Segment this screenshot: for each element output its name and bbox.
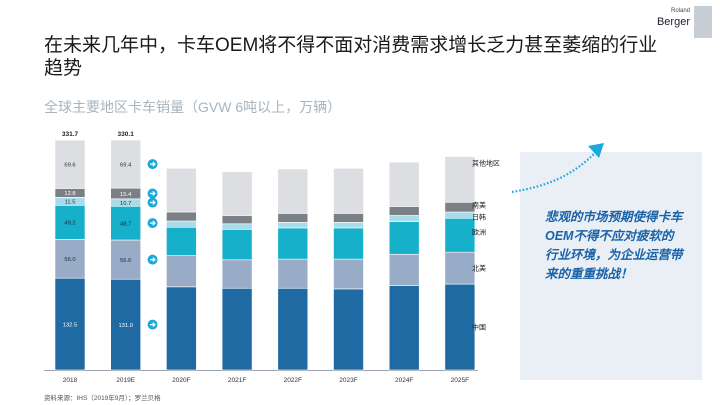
bar-segment [110,205,141,241]
bar-segment [444,217,476,253]
legend-label: 南美 [472,201,486,210]
bar-segment [277,258,309,289]
bar-segment [277,213,309,223]
bar-segment [110,278,141,371]
legend-label: 北美 [472,264,486,273]
bar-segment [333,222,364,229]
bar-segment [444,156,476,203]
bar-segment [54,277,86,371]
data-label: 12.8 [64,191,75,197]
bar-segment [333,168,364,214]
bar-segment [110,139,141,189]
bar-segment [277,168,309,214]
logo-small-text: Roland [670,8,690,14]
source-note: 资料来源：IHS（2019年9月）；罗兰贝格 [44,395,161,402]
bar-segment [221,259,253,289]
bar-segment [166,255,197,288]
x-tick-label: 2022F [284,377,302,384]
data-label: 56.0 [64,257,75,263]
roland-berger-logo: Roland Berger [642,6,712,40]
data-label: 49.2 [64,221,75,227]
x-tick-label: 2018 [63,377,78,384]
bar-segment [221,229,253,261]
slide-title: 在未来几年中，卡车OEM将不得不面对消费需求增长乏力甚至萎缩的行业趋势 [44,35,658,79]
bar-segment [444,283,476,371]
arrow-glyph [150,257,156,263]
data-label: 10.7 [120,201,131,207]
x-tick-label: 2021F [228,377,246,384]
bar-segment [333,213,364,223]
bar-segment [166,220,197,228]
data-label: 15.4 [120,192,132,198]
trend-arrow-icon [511,151,597,194]
bar-segment [388,206,420,216]
bar-segment [54,204,86,240]
total-label: 331.7 [62,131,79,138]
callout-box [520,152,702,380]
arrow-glyph [150,200,156,205]
bar-segment [444,211,476,219]
bar-segment [388,253,420,286]
bar-segment [221,215,253,225]
legend-label: 日韩 [472,213,486,222]
bar-segment [221,171,253,216]
data-label: 69.4 [120,162,132,168]
bar-segment [110,239,141,280]
legend-label: 中国 [472,323,486,332]
logo-mark [694,6,712,38]
bar-segment [221,223,253,230]
legend-label: 欧洲 [472,228,486,237]
arrow-glyph [150,161,156,167]
bar-segment [333,227,364,260]
bar-segment [277,287,309,371]
logo-large-text: Berger [656,16,690,28]
callout-text: 悲观的市场预期使得卡车OEM不得不应对疲软的行业环境，为企业运营带来的重重挑战！ [545,210,683,281]
bar-segment [166,286,197,371]
data-label: 69.6 [64,163,75,169]
bar-segment [388,215,420,222]
x-tick-label: 2019E [116,377,135,384]
x-tick-label: 2025F [451,377,469,384]
bar-segment [333,288,364,371]
data-label: 48.7 [120,221,131,227]
x-tick-label: 2020F [172,377,190,384]
bar-segment [166,211,197,222]
bar-segment [277,222,309,229]
bar-segment [54,239,86,279]
bar-segment [388,221,420,255]
bar-segment [388,285,420,371]
chart-subtitle: 全球主要地区卡车销量（GVW 6吨以上，万辆） [44,99,342,115]
x-tick-label: 2023F [339,377,357,384]
bar-segment [388,161,420,207]
data-label: 132.5 [63,322,78,328]
data-label: 11.5 [65,200,76,206]
data-label: 56.6 [120,258,131,264]
bar-segment [166,226,197,256]
data-label: 131.0 [118,323,133,329]
total-label: 330.1 [118,131,135,138]
bar-segment [277,227,309,260]
arrow-glyph [150,322,156,328]
bar-segment [166,168,197,213]
trend-arrowhead [588,143,604,158]
arrow-glyph [150,220,156,226]
arrow-glyph [150,191,156,196]
bar-segment [444,251,476,285]
bar-segment [333,258,364,290]
x-tick-label: 2024F [395,377,413,384]
bar-segment [54,139,86,189]
legend-label: 其他地区 [472,159,500,168]
bar-segment [444,201,476,213]
bar-segment [221,287,253,371]
